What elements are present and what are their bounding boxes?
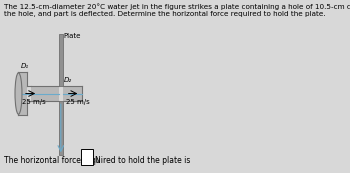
FancyBboxPatch shape [81, 149, 93, 165]
Text: 25 m/s: 25 m/s [22, 99, 46, 105]
Text: D₁: D₁ [20, 63, 28, 69]
Text: N: N [94, 156, 100, 165]
Text: D₂: D₂ [64, 77, 72, 83]
Text: Plate: Plate [64, 33, 81, 39]
Bar [19, 72, 27, 115]
Bar [63, 86, 82, 101]
Bar [59, 34, 63, 86]
Text: The 12.5-cm-diameter 20°C water jet in the figure strikes a plate containing a h: The 12.5-cm-diameter 20°C water jet in t… [4, 3, 350, 17]
Bar [59, 101, 63, 155]
Ellipse shape [15, 73, 22, 114]
Bar [31, 86, 59, 101]
Text: 25 m/s: 25 m/s [66, 99, 90, 105]
Text: The horizontal force required to hold the plate is: The horizontal force required to hold th… [4, 156, 190, 165]
